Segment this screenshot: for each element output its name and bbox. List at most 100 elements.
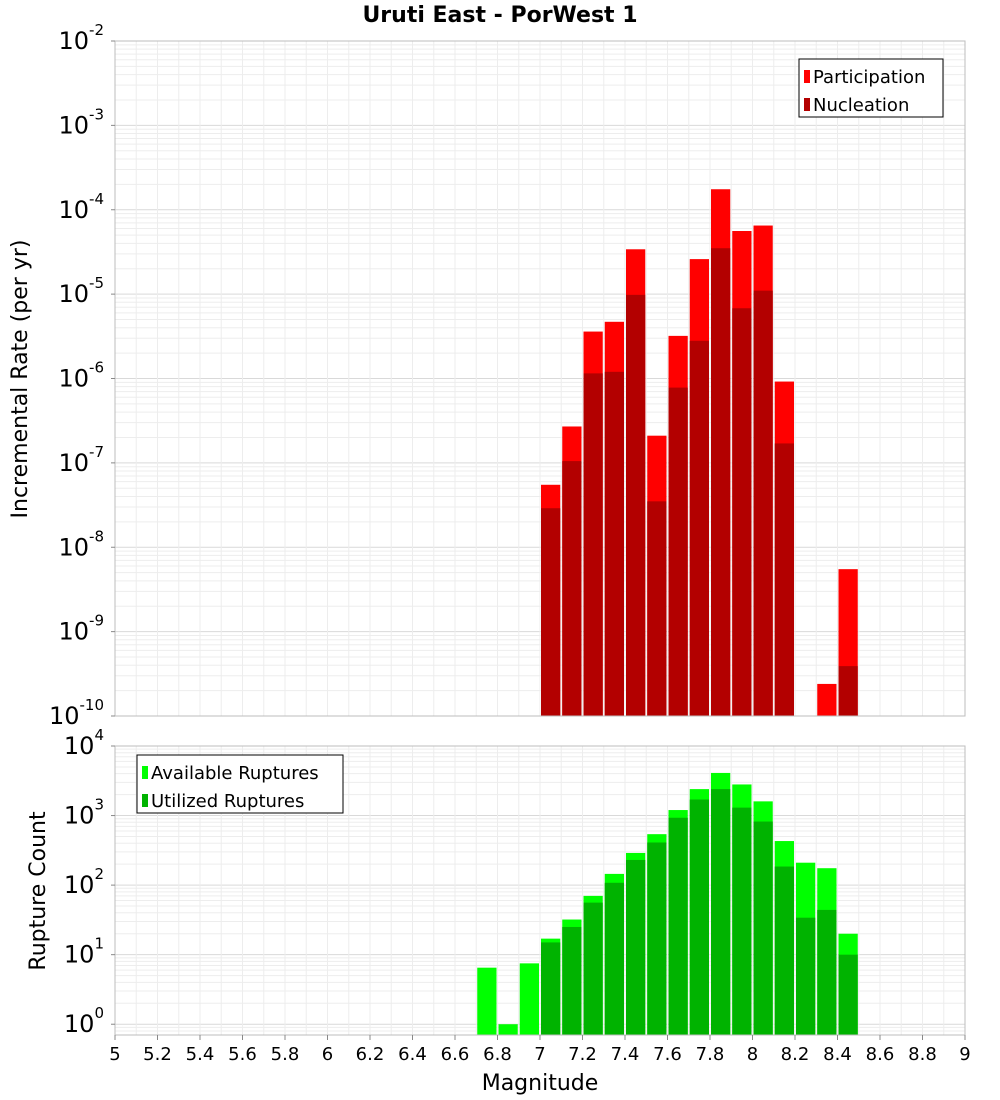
y-tick-base: 10 [64,802,95,830]
y-tick-base: 10 [64,1010,95,1038]
utilized-ruptures-bar [732,807,752,1035]
utilized-ruptures-bar [753,821,773,1035]
legend-box [798,58,944,118]
x-tick-label: 6.4 [398,1044,427,1065]
y-tick-label: 101 [64,935,104,969]
x-tick-label: 7.4 [611,1044,640,1065]
x-tick-label: 6.6 [441,1044,470,1065]
y-tick-label: 10-7 [58,443,104,477]
x-tick-label: 8 [747,1044,758,1065]
utilized-ruptures-legend-swatch [142,794,148,807]
x-tick-label: 8.2 [781,1044,810,1065]
y-tick-label: 10-3 [58,105,104,139]
y-tick-base: 10 [58,533,89,561]
available-ruptures-bar [498,1024,518,1035]
x-ticks: 5 5.2 5.4 5.6 5.8 6 6.2 6.4 6.6 6.8 7 7.2 7.4 7.6 7.8 8… [109,1035,971,1065]
y-tick-base: 10 [58,280,89,308]
y-tick-exponent: 0 [94,1004,104,1022]
nucleation-bar [604,371,624,716]
available-ruptures-legend-label: Available Ruptures [151,763,319,784]
y-tick-base: 10 [58,618,89,646]
utilized-ruptures-legend-label: Utilized Ruptures [151,791,304,812]
x-tick-label: 7.8 [696,1044,725,1065]
participation-legend-label: Participation [813,67,925,88]
y-tick-exponent: 3 [94,796,104,814]
chart-title: Uruti East - PorWest 1 [362,3,637,28]
nucleation-bar [626,294,646,716]
x-tick-label: 8.4 [823,1044,852,1065]
x-tick-label: 5.4 [186,1044,215,1065]
top-grid [114,40,966,717]
x-tick-label: 5.8 [271,1044,300,1065]
x-tick-label: 7 [534,1044,545,1065]
y-tick-base: 10 [49,702,80,730]
participation-legend-swatch [804,70,810,83]
y-tick-label: 10-8 [58,527,104,561]
x-tick-label: 9 [959,1044,970,1065]
y-tick-exponent: -3 [89,105,104,123]
y-tick-exponent: -5 [89,274,104,292]
y-tick-exponent: -10 [80,696,105,714]
y-tick-label: 103 [64,796,104,830]
x-tick-label: 6.8 [483,1044,512,1065]
y-tick-exponent: -8 [89,527,104,545]
bottom-bars [477,772,858,1035]
nucleation-bar [541,508,561,716]
utilized-ruptures-bar [583,902,603,1035]
available-ruptures-legend-swatch [142,766,148,779]
y-tick-base: 10 [58,449,89,477]
y-tick-label: 10-5 [58,274,104,308]
nucleation-bar [838,666,858,716]
y-tick-label: 10-4 [58,190,104,224]
y-tick-base: 10 [64,732,95,760]
x-tick-label: 6 [322,1044,333,1065]
utilized-ruptures-bar [817,909,837,1035]
x-tick-label: 6.2 [356,1044,385,1065]
x-axis-label: Magnitude [482,1071,599,1096]
x-tick-label: 8.8 [908,1044,937,1065]
utilized-ruptures-bar [562,926,582,1035]
available-ruptures-bar [477,967,497,1035]
utilized-ruptures-bar [604,882,624,1035]
x-tick-label: 8.6 [866,1044,895,1065]
participation-bar [817,683,837,716]
utilized-ruptures-bar [668,817,688,1035]
x-tick-label: 5 [109,1044,120,1065]
nucleation-bar [732,308,752,716]
nucleation-legend-label: Nucleation [813,95,909,116]
utilized-ruptures-bar [647,842,667,1035]
y-tick-base: 10 [58,27,89,55]
nucleation-bar [774,443,794,716]
available-ruptures-bar [519,963,539,1035]
y-tick-base: 10 [64,941,95,969]
y-tick-base: 10 [64,871,95,899]
y-tick-label: 10-9 [58,612,104,646]
y-tick-base: 10 [58,111,89,139]
bottom-y-axis-label: Rupture Count [26,811,51,971]
utilized-ruptures-bar [774,866,794,1035]
utilized-ruptures-bar [796,917,816,1035]
y-tick-exponent: -9 [89,612,104,630]
nucleation-bar [753,290,773,716]
nucleation-bar [647,501,667,716]
top-y-axis-label: Incremental Rate (per yr) [8,240,33,519]
y-tick-base: 10 [58,196,89,224]
nucleation-bar [668,387,688,716]
nucleation-bar [711,248,731,717]
y-tick-label: 100 [64,1004,104,1038]
x-tick-label: 5.2 [143,1044,172,1065]
y-tick-label: 102 [64,865,104,899]
y-tick-label: 104 [64,726,104,760]
nucleation-bar [583,373,603,716]
nucleation-legend-swatch [804,98,810,111]
y-tick-exponent: 1 [94,935,104,953]
y-tick-exponent: -2 [89,21,104,39]
x-tick-label: 5.6 [228,1044,257,1065]
top-bars [541,189,858,717]
utilized-ruptures-bar [541,942,561,1035]
utilized-ruptures-bar [711,789,731,1035]
